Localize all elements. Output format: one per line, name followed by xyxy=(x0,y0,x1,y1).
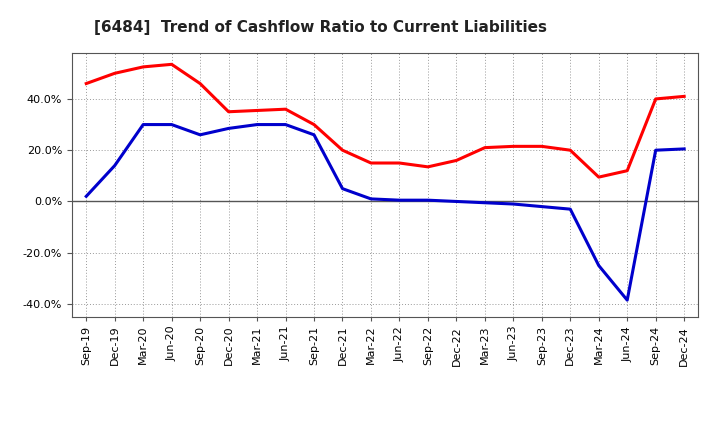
Operating CF to Current Liabilities xyxy=(680,94,688,99)
Operating CF to Current Liabilities xyxy=(366,160,375,165)
Free CF to Current Liabilities xyxy=(423,198,432,203)
Operating CF to Current Liabilities xyxy=(225,109,233,114)
Free CF to Current Liabilities xyxy=(196,132,204,137)
Free CF to Current Liabilities xyxy=(395,198,404,203)
Line: Operating CF to Current Liabilities: Operating CF to Current Liabilities xyxy=(86,64,684,177)
Free CF to Current Liabilities xyxy=(680,146,688,151)
Free CF to Current Liabilities xyxy=(167,122,176,127)
Free CF to Current Liabilities xyxy=(253,122,261,127)
Free CF to Current Liabilities xyxy=(139,122,148,127)
Operating CF to Current Liabilities xyxy=(652,96,660,102)
Free CF to Current Liabilities xyxy=(537,204,546,209)
Operating CF to Current Liabilities xyxy=(282,106,290,112)
Operating CF to Current Liabilities xyxy=(310,122,318,127)
Operating CF to Current Liabilities xyxy=(537,144,546,149)
Free CF to Current Liabilities xyxy=(480,200,489,205)
Free CF to Current Liabilities xyxy=(452,199,461,204)
Operating CF to Current Liabilities xyxy=(253,108,261,113)
Operating CF to Current Liabilities xyxy=(509,144,518,149)
Operating CF to Current Liabilities xyxy=(167,62,176,67)
Text: [6484]  Trend of Cashflow Ratio to Current Liabilities: [6484] Trend of Cashflow Ratio to Curren… xyxy=(94,20,546,35)
Operating CF to Current Liabilities xyxy=(623,168,631,173)
Operating CF to Current Liabilities xyxy=(139,64,148,70)
Operating CF to Current Liabilities xyxy=(595,175,603,180)
Operating CF to Current Liabilities xyxy=(82,81,91,86)
Free CF to Current Liabilities xyxy=(366,196,375,202)
Free CF to Current Liabilities xyxy=(338,186,347,191)
Operating CF to Current Liabilities xyxy=(395,160,404,165)
Operating CF to Current Liabilities xyxy=(338,147,347,153)
Free CF to Current Liabilities xyxy=(566,206,575,212)
Operating CF to Current Liabilities xyxy=(480,145,489,150)
Free CF to Current Liabilities xyxy=(225,126,233,131)
Free CF to Current Liabilities xyxy=(509,202,518,207)
Free CF to Current Liabilities xyxy=(652,147,660,153)
Free CF to Current Liabilities xyxy=(82,194,91,199)
Line: Free CF to Current Liabilities: Free CF to Current Liabilities xyxy=(86,125,684,300)
Free CF to Current Liabilities xyxy=(110,163,119,168)
Operating CF to Current Liabilities xyxy=(566,147,575,153)
Free CF to Current Liabilities xyxy=(595,263,603,268)
Operating CF to Current Liabilities xyxy=(196,81,204,86)
Free CF to Current Liabilities xyxy=(310,132,318,137)
Operating CF to Current Liabilities xyxy=(423,164,432,169)
Free CF to Current Liabilities xyxy=(282,122,290,127)
Operating CF to Current Liabilities xyxy=(452,158,461,163)
Operating CF to Current Liabilities xyxy=(110,71,119,76)
Free CF to Current Liabilities xyxy=(623,297,631,303)
